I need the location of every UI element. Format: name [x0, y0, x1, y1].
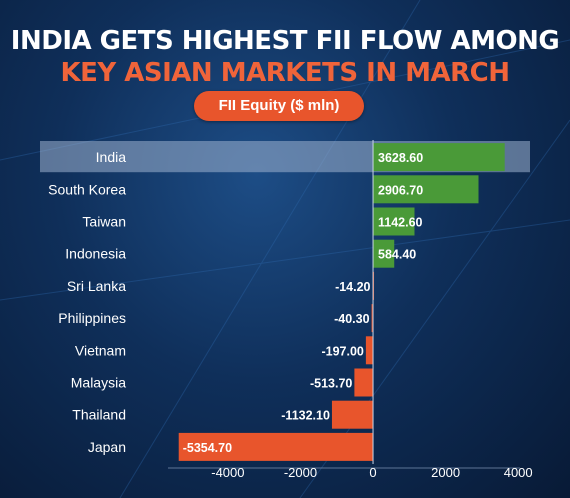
x-tick-label: -4000: [211, 465, 244, 480]
unit-pill: FII Equity ($ mln): [194, 91, 364, 121]
category-label: Philippines: [58, 310, 126, 326]
data-label: -1132.10: [281, 409, 330, 423]
bar: [331, 400, 374, 429]
category-label: India: [96, 149, 127, 165]
category-label: South Korea: [48, 181, 126, 197]
bar: [178, 432, 374, 461]
data-label: 3628.60: [378, 151, 423, 165]
data-label: 584.40: [378, 248, 416, 262]
category-label: Indonesia: [65, 246, 126, 262]
data-label: -40.30: [334, 312, 369, 326]
chart-title-line1: INDIA GETS HIGHEST FII FLOW AMONG: [10, 26, 560, 56]
bar: [373, 207, 415, 236]
data-label: -513.70: [310, 377, 352, 391]
category-label: Malaysia: [71, 375, 126, 391]
x-tick-label: 2000: [431, 465, 460, 480]
data-label: -5354.70: [183, 441, 232, 455]
data-label: 2906.70: [378, 183, 423, 197]
category-label: Vietnam: [75, 342, 126, 358]
x-tick-label: 0: [369, 465, 376, 480]
bar: [373, 175, 479, 204]
bar: [373, 143, 505, 172]
category-label: Taiwan: [82, 214, 126, 230]
category-label: Thailand: [72, 407, 126, 423]
category-label: Sri Lanka: [67, 278, 126, 294]
chart-title-line2: KEY ASIAN MARKETS IN MARCH: [60, 58, 510, 88]
x-tick-label: -2000: [284, 465, 317, 480]
x-tick-label: 4000: [504, 465, 533, 480]
data-label: -14.20: [335, 280, 370, 294]
data-label: 1142.60: [378, 216, 423, 230]
category-label: Japan: [88, 439, 126, 455]
bar: [373, 239, 395, 268]
data-label: -197.00: [321, 344, 363, 358]
bar: [365, 336, 374, 365]
bar: [371, 304, 374, 333]
bar: [354, 368, 374, 397]
